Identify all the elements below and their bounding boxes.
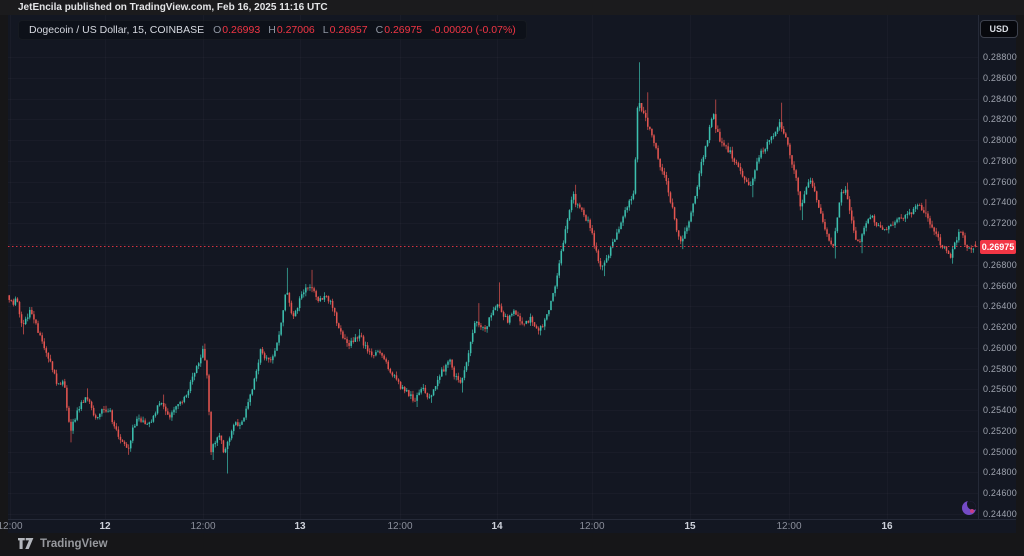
price-tick-label: 0.24600 — [983, 488, 1017, 499]
chart-widget: Dogecoin / US Dollar, 15, COINBASE O 0.26… — [0, 15, 1018, 534]
attribution-bar: JetEncila published on TradingView.com, … — [0, 0, 1024, 15]
symbol-legend: Dogecoin / US Dollar, 15, COINBASE O 0.26… — [18, 20, 527, 40]
time-tick-label: 12:00 — [0, 521, 23, 532]
time-tick-label: 13 — [294, 521, 306, 532]
time-tick-label: 12:00 — [190, 521, 216, 532]
price-tick-label: 0.28200 — [983, 114, 1017, 125]
purple-moon-sticker — [962, 501, 976, 515]
time-tick-label: 15 — [684, 521, 696, 532]
price-tick-label: 0.28600 — [983, 72, 1017, 83]
tradingview-branding[interactable]: TradingView — [18, 537, 108, 550]
price-tick-label: 0.24400 — [983, 509, 1017, 519]
price-tick-label: 0.25600 — [983, 384, 1017, 395]
price-tick-label: 0.27200 — [983, 218, 1017, 229]
price-tick-label: 0.27600 — [983, 176, 1017, 187]
time-tick-label: 12:00 — [776, 521, 802, 532]
time-tick-label: 14 — [491, 521, 503, 532]
price-axis[interactable]: 0.26975 0.28800 0.28600 0.28400 0.28200 0.28… — [978, 15, 1017, 519]
tradingview-logo-icon — [18, 537, 34, 550]
symbol-title: Dogecoin / US Dollar, 15, COINBASE — [29, 24, 205, 36]
ohlc-pair: L 0.26957 — [322, 24, 368, 36]
time-tick-label: 12:00 — [387, 521, 413, 532]
tradingview-logo-text: TradingView — [40, 537, 108, 550]
ohlc-pair: H 0.27006 — [268, 24, 315, 36]
price-tick-label: 0.26400 — [983, 301, 1017, 312]
price-tick-label: 0.28000 — [983, 135, 1017, 146]
ohlc-values: O 0.26993 H 0.27006 L 0.26957 C 0.26975 — [213, 24, 422, 36]
candlestick-chart-canvas[interactable] — [8, 15, 978, 519]
change-value: -0.00020 (-0.07%) — [431, 24, 516, 36]
usd-currency-button[interactable]: USD — [980, 20, 1018, 38]
ohlc-pair: C 0.26975 — [375, 24, 423, 36]
time-tick-label: 16 — [881, 521, 893, 532]
price-tick-label: 0.25000 — [983, 446, 1017, 457]
price-tick-label: 0.28800 — [983, 52, 1017, 62]
price-tick-label: 0.25800 — [983, 363, 1017, 374]
price-tick-label: 0.24800 — [983, 467, 1017, 478]
price-tick-label: 0.25200 — [983, 425, 1017, 436]
price-tick-label: 0.28400 — [983, 93, 1017, 104]
price-tick-label: 0.26800 — [983, 259, 1017, 270]
price-tick-label: 0.26000 — [983, 342, 1017, 353]
price-tick-label: 0.26600 — [983, 280, 1017, 291]
price-tick-label: 0.27800 — [983, 155, 1017, 166]
price-tick-label: 0.25400 — [983, 405, 1017, 416]
time-tick-label: 12 — [99, 521, 111, 532]
last-price-label: 0.26975 — [980, 239, 1016, 254]
chart-pane[interactable] — [8, 15, 978, 519]
price-tick-label: 0.27400 — [983, 197, 1017, 208]
price-tick-label: 0.26200 — [983, 322, 1017, 333]
time-tick-label: 12:00 — [579, 521, 605, 532]
attribution-text: JetEncila published on TradingView.com, … — [18, 2, 328, 13]
ohlc-pair: O 0.26993 — [213, 24, 261, 36]
time-axis[interactable]: 12:00 12 12:00 13 12:00 14 12:00 15 12:00 16 — [0, 519, 1016, 534]
